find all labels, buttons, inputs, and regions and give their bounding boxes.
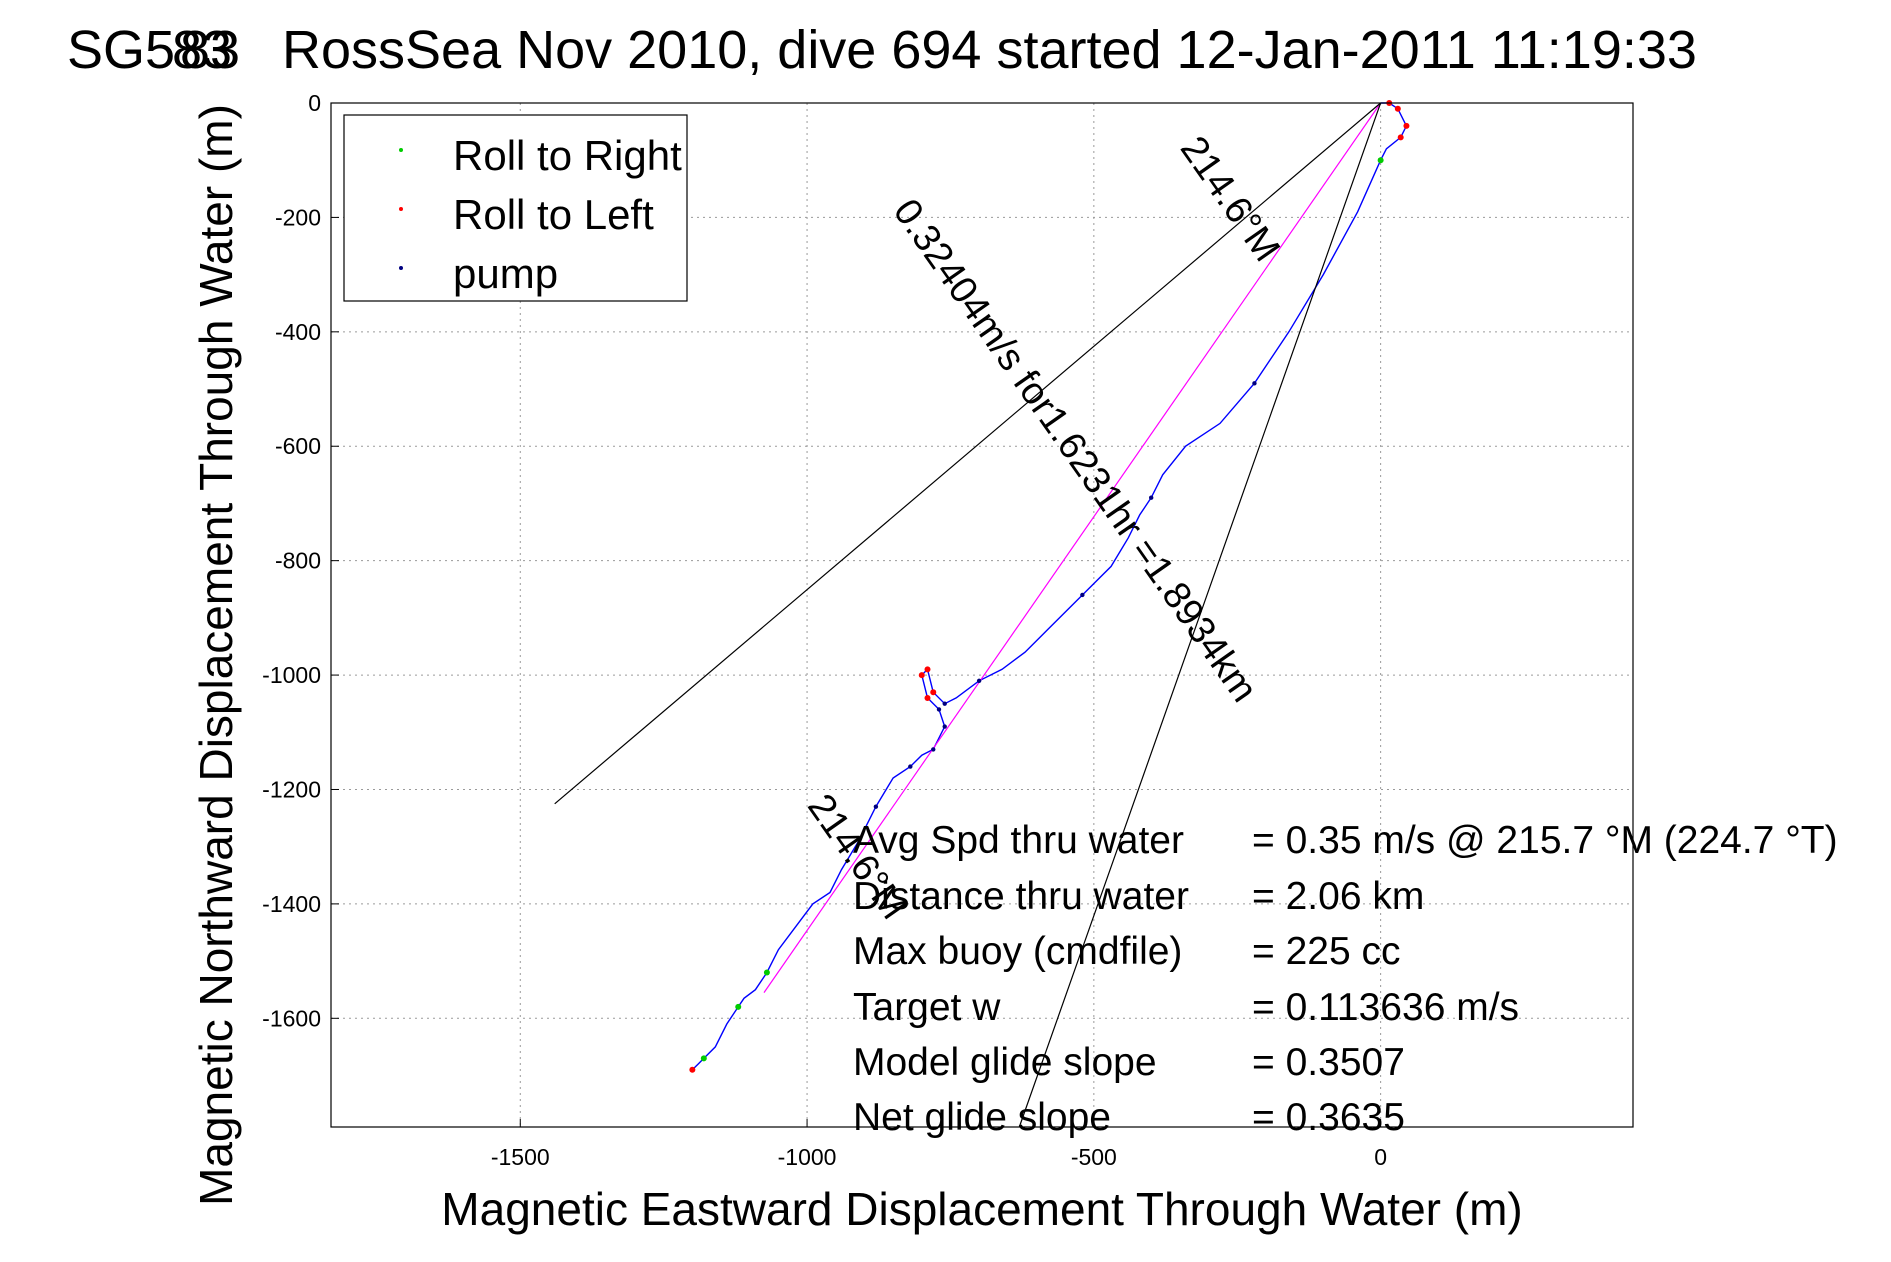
roll-left-point xyxy=(924,666,931,673)
pump-point xyxy=(873,804,879,809)
x-tick-label: -500 xyxy=(1071,1144,1117,1170)
bearing-annotation: 0.32404m/s for1.6231hr =1.8934km xyxy=(885,192,1265,710)
pump-point xyxy=(931,747,936,752)
y-tick-label: -800 xyxy=(275,548,321,574)
plot-series xyxy=(554,102,1408,1128)
pump-point xyxy=(1080,592,1085,598)
x-tick-label: -1000 xyxy=(778,1144,837,1170)
plot-frame xyxy=(330,102,1634,1128)
stat-value-target-w: = 0.113636 m/s xyxy=(1252,986,1519,1029)
y-tick-label: -1600 xyxy=(262,1005,321,1031)
stat-label-model-glide: Model glide slope xyxy=(853,1041,1157,1084)
legend-marker-pump xyxy=(399,266,403,270)
series-line-envelope-right xyxy=(1018,102,1382,1128)
roll-left-point xyxy=(924,694,931,701)
pump-point xyxy=(936,707,942,712)
legend: Roll to Right Roll to Left pump xyxy=(343,114,688,302)
y-tick-label: -400 xyxy=(275,319,321,345)
stat-label-target-w: Target w xyxy=(853,986,1001,1029)
y-axis-label: Magnetic Northward Displacement Through … xyxy=(190,104,242,1206)
y-tick-label: -1400 xyxy=(262,891,321,917)
y-tick-label: -1200 xyxy=(262,776,321,802)
stat-label-distance: Distance thru water xyxy=(853,875,1189,918)
stat-value-net-glide: = 0.3635 xyxy=(1252,1096,1405,1139)
pump-point xyxy=(976,678,982,683)
y-tick-label: 0 xyxy=(308,90,321,116)
y-tick-label: -600 xyxy=(275,433,321,459)
roll-left-point xyxy=(918,672,925,679)
roll-and-pump-markers xyxy=(689,100,1410,1073)
pump-point xyxy=(1252,381,1257,386)
legend-label-roll-left: Roll to Left xyxy=(453,191,654,238)
chart-title-overprint-b: 83 xyxy=(172,20,232,80)
y-tick-label: -200 xyxy=(275,204,321,230)
x-tick-label: 0 xyxy=(1374,1144,1387,1170)
axis-ticks: -1500 -1000 -500 0 0 -200 -400 -600 -800 -1000 -12… xyxy=(262,90,1387,1170)
roll-left-point xyxy=(1397,134,1404,141)
stat-value-distance: = 2.06 km xyxy=(1252,875,1424,918)
chart-title: SG5 83 83 RossSea Nov 2010, dive 694 sta… xyxy=(67,20,1697,80)
roll-right-point xyxy=(700,1055,707,1062)
legend-label-pump: pump xyxy=(453,250,558,297)
roll-right-point xyxy=(763,969,770,976)
stat-value-avg-speed: = 0.35 m/s @ 215.7 °M (224.7 °T) xyxy=(1252,819,1838,862)
legend-marker-roll-right xyxy=(399,148,403,152)
legend-label-roll-right: Roll to Right xyxy=(453,132,682,179)
pump-point xyxy=(908,764,913,769)
roll-right-point xyxy=(1377,157,1384,164)
pump-point xyxy=(1149,495,1154,500)
x-tick-label: -1500 xyxy=(491,1144,550,1170)
y-tick-label: -1000 xyxy=(262,662,321,688)
series-line-track xyxy=(691,102,1408,1071)
chart-title-rest: RossSea Nov 2010, dive 694 started 12-Ja… xyxy=(282,20,1697,80)
stat-label-net-glide: Net glide slope xyxy=(853,1096,1111,1139)
chart-title-prefix: SG5 xyxy=(67,20,175,80)
series-line-magnetic-heading xyxy=(763,102,1382,993)
stat-value-model-glide: = 0.3507 xyxy=(1252,1041,1405,1084)
bearing-annotations: 214.6°M0.32404m/s for1.6231hr =1.8934km2… xyxy=(799,129,1288,927)
pump-point xyxy=(942,724,947,729)
x-axis-label: Magnetic Eastward Displacement Through W… xyxy=(441,1183,1522,1235)
stat-label-avg-speed: Avg Spd thru water xyxy=(853,819,1184,862)
roll-left-point xyxy=(689,1066,696,1073)
stat-value-max-buoy: = 225 cc xyxy=(1252,930,1401,973)
chart-title-overprint-a: 83 xyxy=(180,20,240,80)
series-line-envelope-left xyxy=(554,102,1381,805)
roll-left-point xyxy=(1394,105,1401,112)
roll-left-point xyxy=(930,689,937,696)
pump-point xyxy=(942,701,947,706)
legend-marker-roll-left xyxy=(399,207,403,211)
roll-left-point xyxy=(1403,122,1410,129)
stat-label-max-buoy: Max buoy (cmdfile) xyxy=(853,930,1182,973)
stats-block: Avg Spd thru water = 0.35 m/s @ 215.7 °M… xyxy=(853,819,1838,1139)
bearing-annotation: 214.6°M xyxy=(1172,129,1288,269)
roll-right-point xyxy=(735,1003,742,1010)
